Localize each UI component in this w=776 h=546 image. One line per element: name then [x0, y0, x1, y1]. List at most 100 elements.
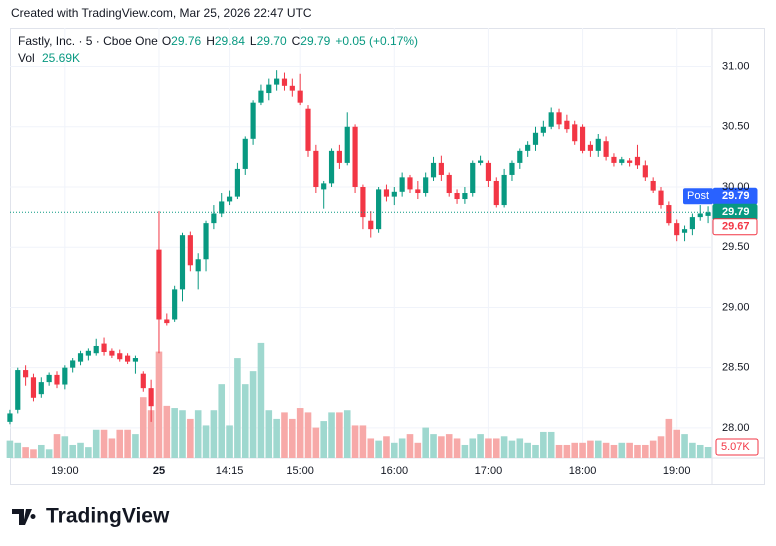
post-tag — [683, 188, 713, 205]
volume-bar — [626, 442, 633, 458]
volume-bar — [524, 442, 531, 458]
volume-bar — [500, 436, 508, 458]
candle-body — [305, 108, 311, 151]
candle-body — [454, 193, 460, 200]
candle-body — [666, 205, 672, 224]
candle-body — [274, 78, 280, 85]
candle-body — [674, 223, 680, 236]
volume-bar — [547, 431, 555, 458]
volume-bar — [116, 429, 124, 458]
volume-bar — [132, 434, 139, 458]
price-badge-label: 29.79 — [722, 190, 750, 202]
candle-body — [517, 150, 523, 163]
volume-bar — [430, 434, 437, 458]
volume-value: 25.69K — [42, 51, 80, 65]
volume-bar — [265, 410, 273, 458]
volume-bar — [359, 425, 367, 458]
candle-body — [336, 150, 342, 163]
y-tick-label: 30.50 — [722, 121, 750, 133]
candle-body — [572, 124, 578, 142]
volume-key: Vol — [18, 51, 35, 65]
x-tick-label: 18:00 — [569, 465, 597, 477]
volume-bar — [469, 438, 477, 458]
candle-body — [509, 162, 515, 175]
y-tick-label: 28.50 — [722, 362, 750, 374]
legend-key: L — [250, 34, 257, 48]
candle-body — [407, 177, 413, 190]
volume-bar — [53, 434, 61, 458]
volume-bar — [383, 436, 390, 458]
y-tick-label: 29.50 — [722, 241, 750, 253]
volume-bar — [45, 449, 53, 458]
legend-key: H — [206, 34, 215, 48]
candle-body — [634, 156, 641, 166]
candle-body — [211, 213, 217, 224]
volume-bar — [296, 408, 304, 458]
candle-body — [501, 174, 507, 206]
candle-body — [360, 186, 366, 218]
volume-bar — [38, 444, 45, 458]
volume-bar — [92, 429, 100, 458]
legend-value: 29.70 — [257, 34, 287, 48]
candle-body — [556, 112, 562, 125]
volume-bar — [77, 442, 84, 458]
candle-body — [93, 345, 99, 354]
volume-bar — [336, 412, 343, 458]
x-tick-label: 19:00 — [51, 465, 79, 477]
candle-body — [383, 189, 390, 197]
volume-bar — [241, 384, 249, 458]
volume-bar — [571, 442, 579, 458]
volume-bar — [516, 438, 524, 458]
volume-bar — [406, 434, 414, 458]
candle-body — [281, 78, 288, 86]
volume-bar — [257, 342, 265, 458]
candle-body — [313, 150, 319, 187]
candle-body — [697, 213, 703, 218]
volume-bar — [155, 351, 163, 458]
price-badge — [712, 218, 758, 236]
volume-bar — [124, 429, 131, 458]
x-tick-label: 25 — [153, 465, 165, 477]
volume-bar — [22, 447, 29, 458]
candle-body — [195, 259, 201, 272]
candle-body — [470, 162, 476, 194]
candle-body — [85, 350, 91, 356]
candle-body — [681, 229, 688, 233]
candle-body — [705, 212, 711, 216]
volume-bar — [657, 436, 665, 458]
candle-body — [266, 84, 272, 94]
volume-bar — [375, 440, 382, 458]
volume-bar — [422, 427, 429, 458]
volume-bar — [634, 444, 641, 458]
volume-bar — [351, 425, 359, 458]
volume-bar — [226, 425, 233, 458]
volume-bar — [179, 410, 186, 458]
candle-body — [399, 177, 405, 192]
volume-bar — [414, 442, 422, 458]
volume-bar — [139, 397, 147, 458]
candle-body — [15, 370, 21, 410]
volume-bar — [328, 412, 335, 458]
candle-body — [611, 156, 617, 163]
volume-bar — [602, 442, 610, 458]
volume-bar — [532, 444, 539, 458]
volume-bar — [579, 442, 586, 458]
volume-bar — [218, 384, 226, 458]
volume-bar — [249, 371, 257, 458]
volume-bar — [320, 421, 327, 458]
volume-bar — [485, 438, 492, 458]
volume-bar — [555, 444, 563, 458]
volume-bar — [108, 438, 116, 458]
candle-body — [493, 180, 499, 206]
price-badge-label: 29.79 — [722, 206, 750, 218]
candle-body — [164, 319, 170, 324]
volume-bar — [391, 442, 398, 458]
legend-key: O — [162, 34, 171, 48]
candle-body — [368, 220, 374, 230]
candle-body — [109, 350, 115, 356]
volume-bar — [281, 412, 288, 458]
legend-value: 29.79 — [300, 34, 330, 48]
candle-body — [689, 217, 695, 230]
volume-bar — [85, 447, 92, 458]
volume-bar — [304, 412, 312, 458]
